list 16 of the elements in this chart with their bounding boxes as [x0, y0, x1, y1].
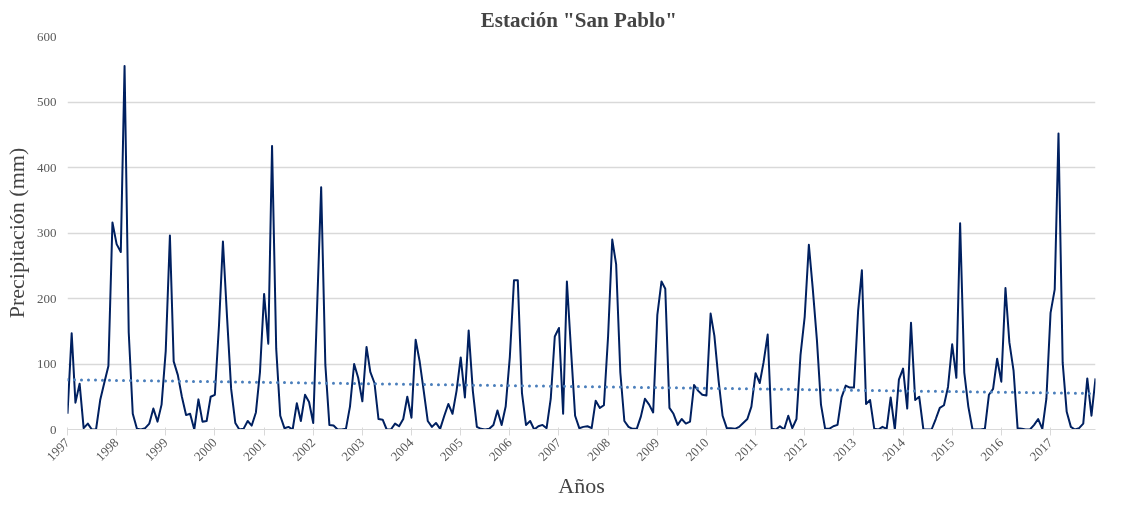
- x-tick-label: 2009: [633, 434, 663, 464]
- y-tick-label: 0: [50, 421, 57, 437]
- y-tick-label: 100: [37, 356, 57, 371]
- y-axis-title: Precipitación (mm): [4, 147, 29, 319]
- line-series: [67, 64, 1096, 430]
- x-tick-label: 2013: [829, 434, 859, 464]
- y-tick-label: 200: [37, 290, 57, 306]
- x-axis-title: Años: [558, 472, 605, 498]
- x-tick-label: 1999: [141, 434, 171, 464]
- y-tick-label: 500: [37, 94, 57, 109]
- y-tick-label: 400: [37, 159, 57, 175]
- chart-title: Estación "San Pablo": [480, 7, 677, 32]
- y-tick-label: 600: [37, 28, 57, 44]
- y-tick-label: 300: [37, 225, 57, 240]
- x-tick-label: 2011: [731, 434, 761, 464]
- x-tick-label: 2001: [240, 434, 270, 464]
